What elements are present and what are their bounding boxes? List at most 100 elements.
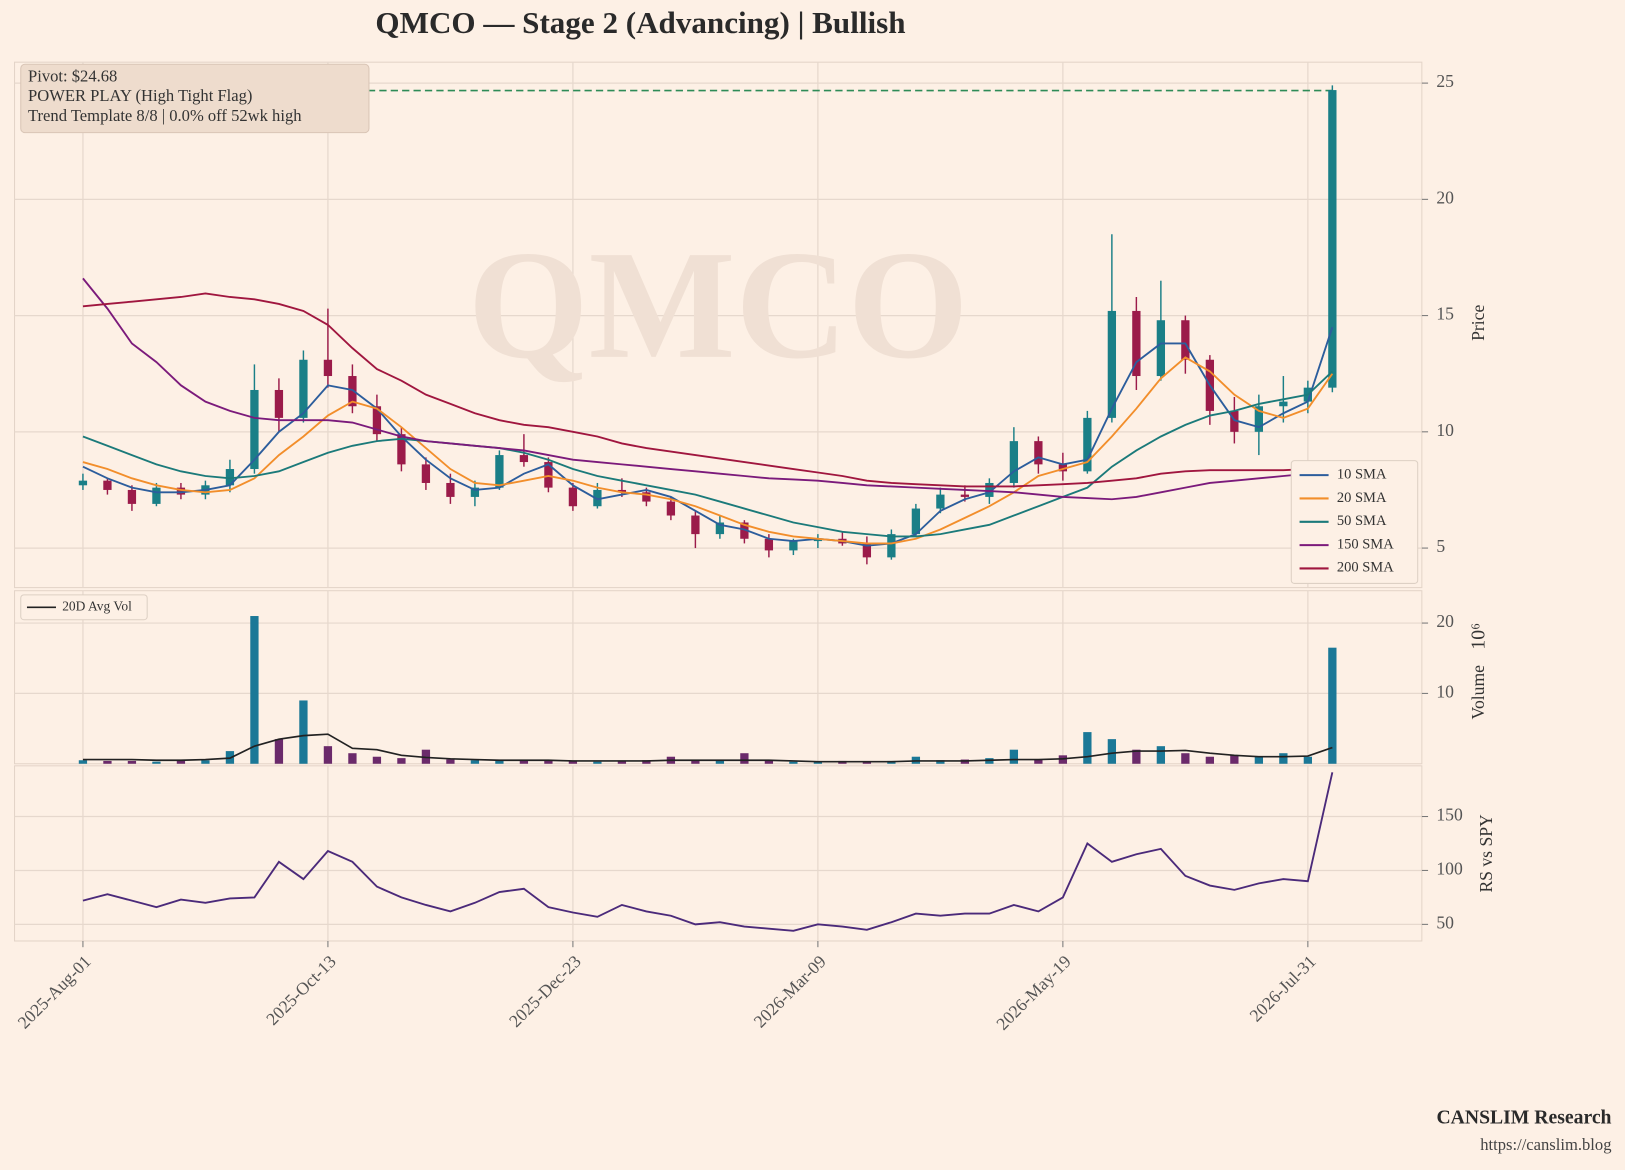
- panel-frame: [14, 765, 1423, 942]
- volume-bar: [1107, 739, 1117, 764]
- candle-body: [568, 487, 578, 507]
- volume-bar: [936, 760, 945, 764]
- y-tick-label: 100: [1436, 858, 1463, 878]
- candle-body: [691, 515, 700, 535]
- y-axis-label: RS vs SPY: [1476, 814, 1496, 893]
- volume-bar: [152, 761, 161, 764]
- legend-label: 50 SMA: [1337, 513, 1387, 529]
- candle-body: [887, 534, 896, 558]
- candle-body: [715, 522, 725, 535]
- volume-bar: [103, 760, 112, 764]
- volume-bar: [1205, 756, 1215, 764]
- legend-box: [20, 594, 148, 621]
- volume-bar: [1328, 647, 1337, 764]
- legend-label: 200 SMA: [1337, 560, 1394, 576]
- volume-bar: [1279, 753, 1288, 764]
- volume-bar: [715, 759, 725, 764]
- volume-bar: [1009, 749, 1019, 764]
- sma-line: [82, 292, 1333, 488]
- legend-label: 10 SMA: [1337, 466, 1387, 482]
- candle-body: [421, 464, 431, 483]
- candle-body: [862, 543, 872, 558]
- volume-bar: [323, 746, 333, 764]
- candle-body: [372, 406, 382, 435]
- volume-bar: [446, 759, 455, 764]
- legend-label: 20D Avg Vol: [62, 598, 132, 613]
- y-axis-multiplier: 10⁶: [1467, 623, 1489, 650]
- footer-brand: CANSLIM Research: [1436, 1107, 1611, 1129]
- candle-body: [666, 501, 676, 516]
- volume-bar: [764, 760, 774, 764]
- candle-body: [225, 469, 235, 486]
- y-tick-label: 25: [1436, 71, 1454, 91]
- volume-bar: [642, 760, 651, 764]
- candle-body: [936, 494, 945, 509]
- volume-bar: [397, 758, 406, 764]
- rs-line: [82, 772, 1334, 932]
- sma-line: [82, 277, 1333, 501]
- annotation-text: Trend Template 8/8 | 0.0% off 52wk high: [28, 106, 302, 125]
- legend-label: 150 SMA: [1337, 536, 1394, 552]
- candle-body: [642, 492, 651, 502]
- volume-bar: [201, 760, 210, 764]
- y-tick-label: 150: [1436, 805, 1463, 825]
- candle-body: [544, 462, 553, 488]
- avg-volume-line: [82, 733, 1333, 763]
- candle-body: [323, 359, 333, 377]
- footer-url: https://canslim.blog: [1480, 1135, 1611, 1154]
- volume-bar: [1083, 732, 1092, 764]
- candle-body: [1279, 401, 1288, 407]
- legend-box: [1290, 460, 1419, 584]
- sma-line: [82, 326, 1334, 547]
- volume-bar: [568, 760, 578, 764]
- volume-bar: [250, 616, 259, 764]
- candle-body: [1230, 410, 1239, 432]
- y-axis-label: Volume: [1468, 665, 1488, 720]
- candle-body: [1058, 464, 1068, 472]
- volume-bar: [495, 760, 504, 764]
- candle-body: [1083, 417, 1092, 472]
- candle-body: [985, 482, 994, 497]
- candle-body: [152, 487, 161, 504]
- candle-body: [495, 455, 504, 488]
- volume-bar: [813, 761, 823, 764]
- candle-body: [617, 489, 627, 493]
- y-tick-label: 10: [1436, 420, 1454, 440]
- candle-body: [127, 489, 137, 504]
- y-tick-label: 20: [1436, 611, 1454, 631]
- volume-bar: [862, 761, 872, 764]
- candle-body: [446, 482, 455, 497]
- candle-body: [1181, 320, 1190, 360]
- annotation-text: POWER PLAY (High Tight Flag): [28, 86, 252, 105]
- candle-body: [250, 389, 259, 470]
- sma-line: [82, 370, 1333, 538]
- candle-body: [740, 522, 749, 539]
- candle-body: [1254, 406, 1264, 432]
- candle-body: [1107, 310, 1117, 418]
- y-tick-label: 10: [1436, 681, 1454, 701]
- y-tick-label: 15: [1436, 304, 1454, 324]
- candle-body: [1156, 320, 1166, 377]
- y-tick-label: 50: [1436, 912, 1454, 932]
- volume-bar: [544, 760, 553, 764]
- candle-body: [78, 480, 88, 486]
- annotation-text: Pivot: $24.68: [28, 67, 117, 86]
- candle-body: [519, 455, 529, 463]
- legend-label: 20 SMA: [1337, 490, 1387, 506]
- candle-body: [397, 434, 406, 465]
- volume-bar: [691, 760, 700, 764]
- candle-body: [789, 541, 798, 551]
- panel-frame: [14, 61, 1423, 589]
- candle-body: [813, 538, 823, 542]
- candle-body: [593, 489, 602, 507]
- volume-bar: [470, 760, 480, 764]
- volume-bar: [1156, 746, 1166, 764]
- volume-bar: [1303, 756, 1313, 764]
- candle-body: [960, 494, 970, 497]
- candle-body: [1034, 441, 1043, 465]
- annotation-box: [20, 63, 370, 134]
- candle-body: [764, 538, 774, 551]
- y-axis-label: Price: [1468, 305, 1488, 341]
